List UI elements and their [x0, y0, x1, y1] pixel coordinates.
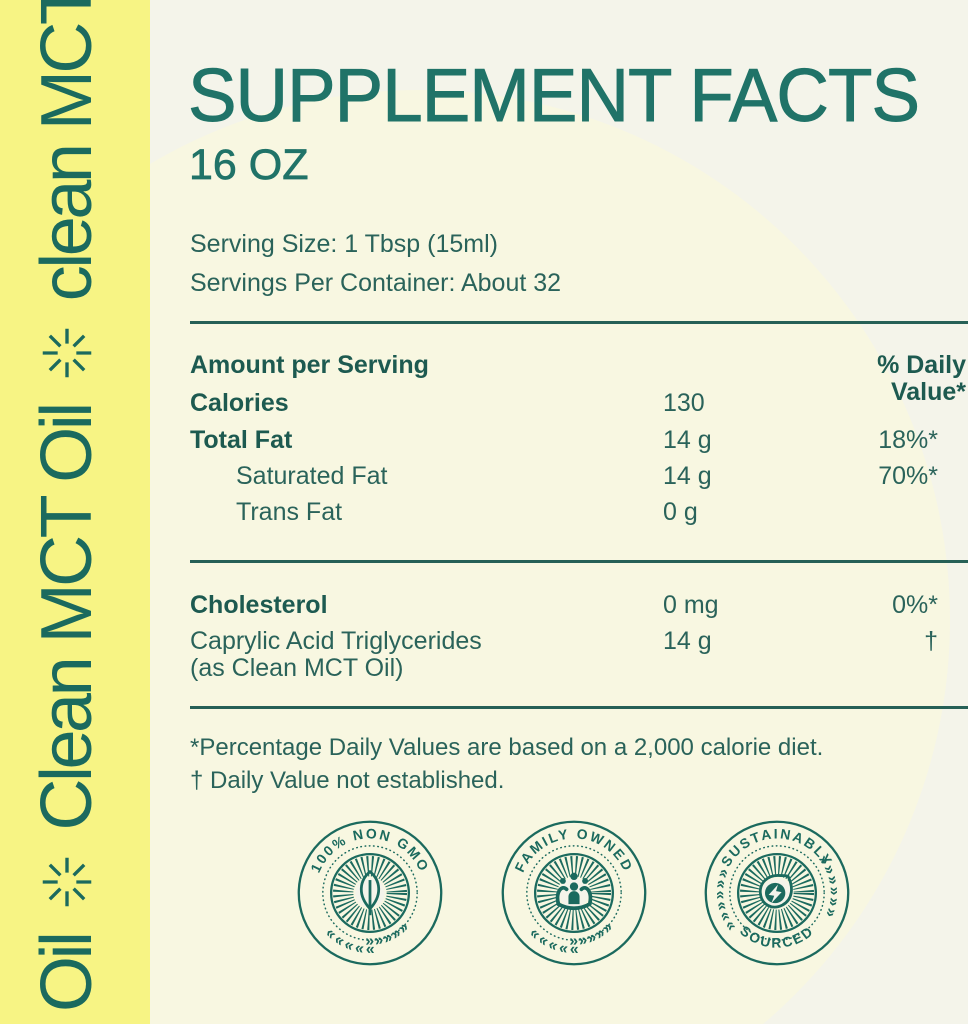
divider	[190, 706, 968, 709]
badge-dotted-ring	[729, 845, 825, 941]
nutrient-name: Caprylic Acid Triglycerides (as Clean MCT…	[190, 628, 663, 682]
nutrient-amount: 14 g	[663, 462, 712, 490]
badge-label: 100% NON GMO	[307, 825, 433, 875]
table-row: Trans Fat 0 g	[190, 499, 968, 526]
laurel-right: »»»»»»	[814, 852, 843, 921]
table-row: Saturated Fat 14 g 70%*	[190, 463, 968, 490]
nutrient-dv	[818, 499, 968, 526]
footnote-daily-values: *Percentage Daily Values are based on a …	[190, 734, 824, 761]
table-header-row: Amount per Serving % Daily Value*	[190, 352, 968, 406]
net-quantity: 16 OZ	[189, 141, 309, 189]
badge-outer-ring	[297, 820, 443, 966]
nutrient-amount: 0 g	[663, 498, 698, 526]
badge-sustainably-sourced: SUSTAINABLY SOURCED »»»»»» »»»»»»	[703, 819, 851, 967]
nutrient-amount: 0 mg	[663, 591, 719, 619]
nutrient-dv: 70%*	[878, 462, 938, 490]
badge-medallion-ring	[533, 852, 615, 934]
badge-outer-ring	[704, 820, 850, 966]
badge-sunburst	[740, 856, 814, 930]
badge-medallion-ring	[736, 852, 818, 934]
badge-label: FAMILY OWNED	[511, 825, 636, 874]
table-row: Calories 130	[190, 390, 968, 417]
divider	[190, 560, 968, 563]
nutrient-name: Saturated Fat	[236, 462, 388, 490]
leaf-icon	[355, 869, 385, 916]
nutrient-dv	[818, 390, 968, 417]
badge-dotted-ring	[526, 845, 622, 941]
brand-text-oil: Oil	[27, 934, 107, 1013]
nutrient-name: Total Fat	[190, 426, 293, 454]
starburst-icon	[42, 328, 92, 378]
column-header-daily-value: % Daily Value*	[877, 351, 966, 406]
brand-strip: Oil Clean MCT Oil clean MCT	[0, 0, 150, 1024]
serving-size: Serving Size: 1 Tbsp (15ml)	[190, 230, 498, 258]
nutrient-amount: 14 g	[663, 627, 712, 655]
page-title: SUPPLEMENT FACTS	[188, 53, 921, 137]
brand-text-clean-mct: clean MCT	[27, 0, 107, 302]
nutrient-name-sub: (as Clean MCT Oil)	[190, 654, 404, 682]
badge-label-bottom: SOURCED	[737, 922, 817, 950]
background-highlight-circle	[0, 90, 950, 1024]
nutrient-name: Trans Fat	[236, 498, 343, 526]
nutrient-name: Calories	[190, 389, 289, 417]
badge-medallion-ring	[329, 852, 411, 934]
nutrient-amount: 130	[663, 389, 705, 417]
badge-dotted-ring	[322, 845, 418, 941]
column-header-amount: Amount per Serving	[190, 351, 429, 379]
servings-per-container: Servings Per Container: About 32	[190, 269, 562, 297]
nutrient-dv: †	[924, 627, 938, 655]
table-row: Total Fat 14 g 18%*	[190, 427, 968, 454]
brand-text-clean-mct-oil: Clean MCT Oil	[27, 405, 107, 831]
family-icon	[555, 872, 593, 911]
laurel-left: »»»»»»	[711, 865, 740, 934]
nutrient-dv: 18%*	[878, 426, 938, 454]
badge-non-gmo: 100% NON GMO »»»»» »»»»»	[296, 819, 444, 967]
table-row: Cholesterol 0 mg 0%*	[190, 592, 968, 619]
nutrient-dv: 0%*	[892, 591, 938, 619]
starburst-icon	[42, 858, 92, 907]
nutrient-name: Cholesterol	[190, 591, 328, 619]
badge-sunburst	[537, 856, 611, 930]
badge-family-owned: FAMILY OWNED »»»»» »»»»»	[500, 819, 648, 967]
divider	[190, 321, 968, 324]
badge-outer-ring	[501, 820, 647, 966]
footnote-dagger: † Daily Value not established.	[190, 767, 505, 794]
brand-strip-text: Oil Clean MCT Oil clean MCT	[27, 0, 107, 1013]
nutrient-amount: 14 g	[663, 426, 712, 454]
energy-icon	[758, 874, 793, 909]
table-row: Caprylic Acid Triglycerides (as Clean MCT…	[190, 628, 968, 682]
badge-sunburst	[333, 856, 407, 930]
